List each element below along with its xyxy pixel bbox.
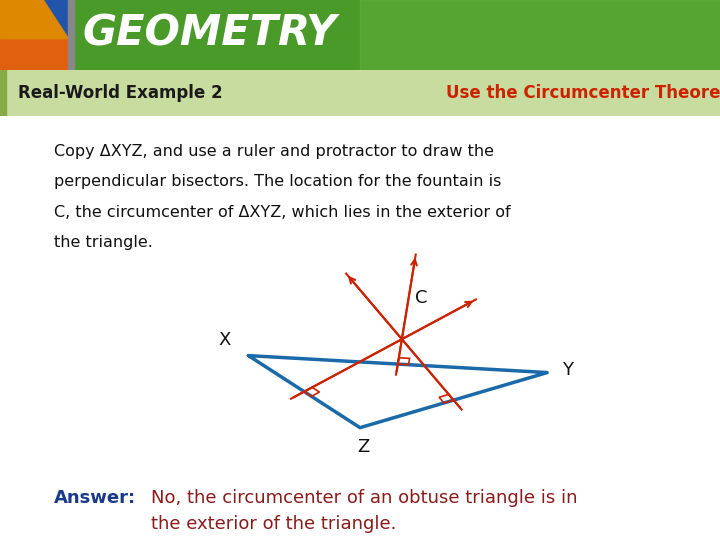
- Text: Z: Z: [357, 438, 370, 456]
- Bar: [0, 0, 68, 70]
- Text: C, the circumcenter of ΔXYZ, which lies in the exterior of: C, the circumcenter of ΔXYZ, which lies …: [54, 205, 510, 220]
- Polygon shape: [0, 0, 68, 39]
- Text: Use the Circumcenter Theorem: Use the Circumcenter Theorem: [446, 84, 720, 102]
- Bar: [360, 0, 720, 70]
- Text: perpendicular bisectors. The location for the fountain is: perpendicular bisectors. The location fo…: [54, 174, 501, 189]
- Text: GEOMETRY: GEOMETRY: [83, 13, 337, 55]
- Text: the triangle.: the triangle.: [54, 235, 153, 250]
- Bar: [0, 70, 6, 116]
- Polygon shape: [0, 39, 68, 70]
- Text: No, the circumcenter of an obtuse triangle is in
the exterior of the triangle.: No, the circumcenter of an obtuse triang…: [151, 489, 577, 533]
- Bar: [68, 0, 74, 70]
- Text: Copy ΔXYZ, and use a ruler and protractor to draw the: Copy ΔXYZ, and use a ruler and protracto…: [54, 144, 494, 159]
- Text: Answer:: Answer:: [54, 489, 136, 507]
- Text: Y: Y: [562, 361, 572, 380]
- Text: C: C: [415, 289, 428, 307]
- Text: Real-World Example 2: Real-World Example 2: [18, 84, 222, 102]
- Text: X: X: [218, 331, 230, 349]
